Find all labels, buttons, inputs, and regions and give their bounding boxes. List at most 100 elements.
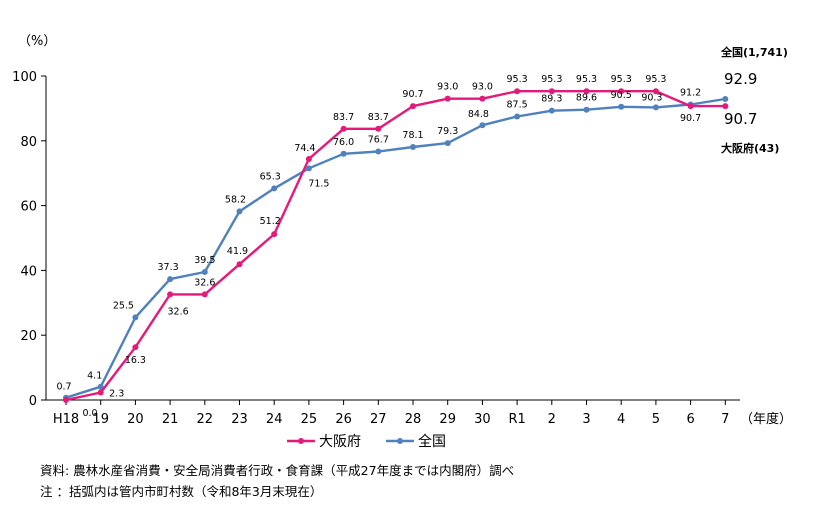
data-label: 2.3 [109,389,124,400]
data-point [687,103,694,110]
source-note: 資料: 農林水産省消費・安全局消費者行政・食育課（平成27年度までは内閣府）調べ [40,463,515,478]
data-label: 41.9 [227,246,248,257]
data-label: 95.3 [576,74,597,85]
x-tick-label: 22 [197,412,214,427]
x-tick-label: 24 [266,412,283,427]
x-tick-label: 6 [686,412,694,427]
data-label: 95.3 [541,74,562,85]
data-point [132,314,139,321]
data-label: 84.8 [468,109,489,120]
data-point [201,291,208,298]
x-tick-label: 3 [582,412,590,427]
data-point [167,291,174,298]
data-label: 95.3 [645,74,666,85]
data-point [514,113,521,120]
national-end-label: 全国(1,741) [720,45,788,59]
x-tick-label: 28 [405,412,422,427]
footnote: 注 ：括弧内は管内市町村数（令和8年3月末現在） [40,484,323,499]
data-label: 90.7 [402,89,423,100]
data-point [340,125,347,132]
data-label: 89.3 [541,94,562,105]
data-label: 87.5 [507,100,528,111]
data-label: 74.4 [294,143,315,154]
data-point [652,88,659,95]
x-tick-label: H18 [53,412,79,427]
data-label: 83.7 [368,112,389,123]
data-label: 4.1 [87,371,102,382]
data-point [444,95,451,102]
y-tick-label: 20 [20,329,37,344]
data-label: 95.3 [507,74,528,85]
x-tick-label: 2 [548,412,556,427]
data-point [583,106,590,113]
x-tick-label: 27 [370,412,387,427]
x-tick-label: 21 [162,412,179,427]
data-point [132,344,139,351]
data-label: 79.3 [437,126,458,137]
data-label: 65.3 [260,171,281,182]
data-point [479,122,486,129]
national-end-value: 92.9 [724,70,757,88]
x-tick-label: 29 [439,412,456,427]
x-tick-label: 26 [335,412,352,427]
legend-label: 全国 [418,433,446,450]
x-tick-label: 30 [474,412,491,427]
data-label: 90.5 [611,90,632,101]
data-point [410,103,416,110]
data-point [514,88,521,95]
y-tick-label: 60 [20,200,37,215]
osaka-end-value: 90.7 [724,110,757,128]
data-point [722,96,729,103]
x-tick-label: 19 [92,412,109,427]
data-point [618,103,625,110]
data-label: 89.6 [576,93,597,104]
data-label: 0.7 [56,382,71,393]
data-point [97,389,104,396]
data-label: 0.0 [82,408,97,419]
data-label: 16.3 [125,355,146,366]
data-point [236,261,243,268]
data-point [271,231,278,238]
data-point [548,88,555,95]
y-axis-title: （%） [18,34,56,49]
data-label: 76.7 [368,134,389,145]
data-point [410,143,416,150]
data-label: 76.0 [333,137,354,148]
data-label: 51.2 [260,216,281,227]
data-label: 32.6 [194,277,215,288]
x-tick-label: R1 [508,412,525,427]
data-label: 95.3 [611,74,632,85]
data-label: 58.2 [225,194,246,205]
data-label: 37.3 [158,262,179,273]
y-tick-label: 40 [20,264,37,279]
data-label: 91.2 [680,88,701,99]
legend-swatch-marker [397,438,403,444]
data-point [305,165,312,172]
data-point [271,185,278,192]
x-tick-label: 23 [231,412,248,427]
legend-swatch-marker [298,438,304,444]
data-label: 25.5 [113,300,134,311]
data-point [722,103,729,110]
x-tick-label: 25 [301,412,318,427]
x-tick-label: 4 [617,412,625,427]
data-point [97,383,104,390]
data-point [375,125,382,132]
y-tick-label: 0 [29,394,37,409]
data-label: 83.7 [333,112,354,123]
series-line-national [65,97,726,399]
data-point [479,95,486,102]
data-label: 32.6 [168,306,189,317]
data-label: 93.0 [437,82,458,93]
x-tick-label: 20 [127,412,144,427]
series-line-osaka [65,89,726,402]
data-point [375,148,382,155]
data-label: 78.1 [402,130,423,141]
data-label: 39.5 [194,255,215,266]
chart-series [63,88,729,403]
data-label: 90.7 [680,113,701,124]
data-point [340,150,347,157]
data-point [305,155,312,162]
